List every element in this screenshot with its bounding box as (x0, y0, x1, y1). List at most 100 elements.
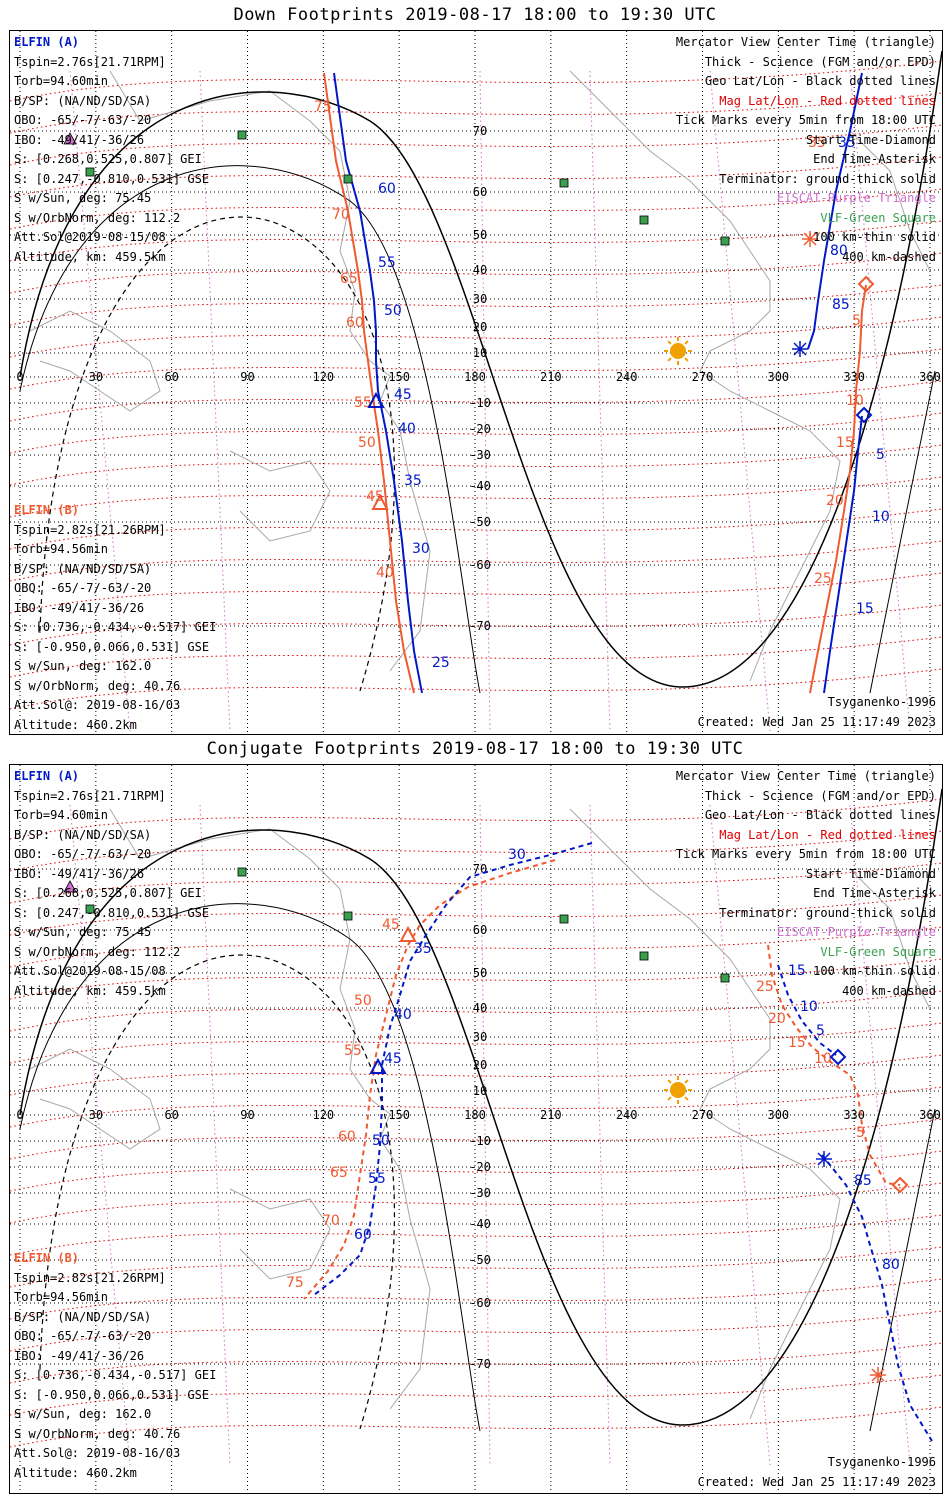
mag-lat-line (10, 476, 942, 518)
elfin-a-tick-label: 55 (378, 255, 396, 271)
map-legend: Mercator View Center Time (triangle) Thic… (676, 33, 936, 267)
info-line: S: [-0.950,0.066,0.531] GSE (14, 639, 210, 654)
vlf-station-square (237, 867, 247, 877)
vlf-station-square (559, 914, 569, 924)
elfin-a-end-asterisk (816, 1151, 832, 1167)
elfin-a-tick-label: 35 (404, 473, 422, 489)
elfin-a-center-triangle (367, 391, 385, 408)
elfin-b-info: ELFIN (B) Tspin=2.82s[21.26RPM] Torb=94.5… (14, 1249, 216, 1483)
lat-label: 20 (473, 320, 487, 334)
info-line: Torb=94.56min (14, 1290, 108, 1304)
info-line: S w/Sun, deg: 162.0 (14, 1407, 152, 1421)
panel-2-map[interactable]: 0 30 60 90 120 150 180 210 240 270 300 330 360706050… (10, 765, 942, 1493)
asterisk-stroke (817, 1152, 831, 1166)
mag-lat-line (10, 1150, 942, 1192)
vlf-station-square (85, 167, 95, 177)
lat-label: -70 (469, 619, 491, 633)
info-line: S w/OrbNorm, deg: 40.76 (14, 1426, 181, 1441)
elfin-b-track (323, 72, 415, 694)
legend-item: 400 km-dashed (842, 983, 936, 998)
info-line: IBO: -49/41/-36/26 (14, 600, 145, 615)
elfin-b-center-triangle (399, 925, 417, 942)
info-line: Att.Sol@: 2019-08-16/03 (14, 1446, 181, 1460)
elfin-b-tick-label: 25 (814, 571, 832, 587)
lon-label: 300 (767, 370, 789, 384)
elfin-b-header: ELFIN (B) (14, 503, 80, 517)
panel-2: 0 30 60 90 120 150 180 210 240 270 300 330 360 70 60 50… (9, 764, 943, 1494)
panel-1-title: Down Footprints 2019-08-17 18:00 to 19:3… (233, 5, 717, 25)
info-line: S: [0.247,-0.810,0.531] GSE (14, 905, 210, 920)
mag-lon-line (589, 70, 611, 732)
lat-label: 10 (473, 346, 487, 360)
elfin-b-center-triangle (371, 493, 389, 510)
vlf-station-square (559, 178, 569, 188)
elfin-b-track (303, 859, 556, 1300)
mag-lat-line (10, 990, 942, 1032)
info-line: S w/OrbNorm, deg: 112.2 (14, 944, 181, 959)
elfin-a-track-east-2 (821, 1154, 933, 1442)
terminator-400km (39, 954, 396, 1430)
elfin-b-start-diamond (857, 275, 875, 293)
elfin-a-track-east (777, 964, 837, 1056)
info-line: Altitude, km: 459.5km (14, 249, 166, 264)
mag-lat-line (10, 958, 942, 1000)
mag-lat-line (10, 540, 942, 582)
sun-disk (670, 1082, 686, 1098)
elfin-a-track-east-2 (823, 415, 863, 694)
legend-item: Mercator View Center Time (triangle) (675, 35, 936, 49)
elfin-b-tick-label: 75 (286, 1275, 304, 1291)
lat-label: 30 (473, 292, 487, 306)
lat-label: 40 (473, 1001, 487, 1015)
elfin-b-tick-label: 45 (366, 489, 384, 505)
info-line: Torb=94.60min (14, 74, 108, 88)
elfin-a-tick-label: 85 (854, 1173, 872, 1189)
info-line: Att.Sol@2019-08-15/08 (14, 230, 166, 244)
mag-lat-line (10, 668, 942, 710)
elfin-b-lines: Tspin=2.82s[21.26RPM] Torb=94.56min B/SP: … (14, 521, 216, 736)
lon-label: 60 (164, 1108, 178, 1122)
info-line: B/SP: (NA/ND/SD/SA) (14, 1309, 152, 1324)
info-line: S: [0.268,0.525,0.807] GEI (14, 152, 202, 166)
eiscat-triangle (63, 132, 77, 145)
legend-item: Start Time-Diamond (805, 132, 936, 147)
vlf-station-square (237, 130, 247, 140)
elfin-a-tick-label: 40 (398, 421, 416, 437)
elfin-a-tick-label: 5 (876, 447, 885, 463)
coastline (849, 868, 931, 1010)
mag-lat-line (10, 1214, 942, 1256)
vlf-station-square (720, 973, 730, 983)
lat-label: -50 (469, 515, 491, 529)
elfin-a-tick-label: 45 (394, 387, 412, 403)
elfin-a-tick-label: 85 (832, 297, 850, 313)
lon-label: 360 (919, 1108, 941, 1122)
mag-lat-line (10, 1342, 942, 1384)
mag-lat-line (10, 284, 942, 326)
lat-label: -10 (469, 396, 491, 410)
elfin-a-tick-label: 5 (816, 1023, 825, 1039)
elfin-a-tick-label: 50 (372, 1133, 390, 1149)
mag-lon-line (589, 804, 611, 1466)
info-line: Att.Sol@2019-08-15/08 (14, 964, 166, 978)
elfin-b-tick-label: 15 (836, 435, 854, 451)
elfin-b-tick-label: 20 (826, 493, 844, 509)
sun-icon (664, 1076, 692, 1104)
mag-lat-line (10, 92, 942, 134)
vlf-station-square (343, 174, 353, 184)
elfin-a-tick-label: 80 (882, 1257, 900, 1273)
sun-ray (667, 1079, 672, 1084)
mag-lat-line (10, 1182, 942, 1224)
info-line: Tspin=2.76s[21.71RPM] (14, 54, 166, 69)
lon-label: 0 (16, 370, 23, 384)
elfin-a-tick-label: 30 (508, 847, 526, 863)
terminator-curve (19, 50, 942, 688)
elfin-b-tick-label: 50 (358, 435, 376, 451)
legend-item: 100 km-thin solid (813, 964, 936, 978)
lat-label: 30 (473, 1030, 487, 1044)
lon-label: 210 (540, 370, 562, 384)
panel-1-map[interactable]: 0 30 60 90 120 150 180 210 240 270 300 330 360 70 60 50… (10, 31, 942, 734)
sun-disk (670, 343, 686, 359)
panel-2-title: Conjugate Footprints 2019-08-17 18:00 to… (206, 739, 744, 759)
elfin-b-tick-label: 40 (376, 565, 394, 581)
lon-label: 90 (240, 370, 254, 384)
legend-item: 100 km-thin solid (813, 230, 936, 244)
